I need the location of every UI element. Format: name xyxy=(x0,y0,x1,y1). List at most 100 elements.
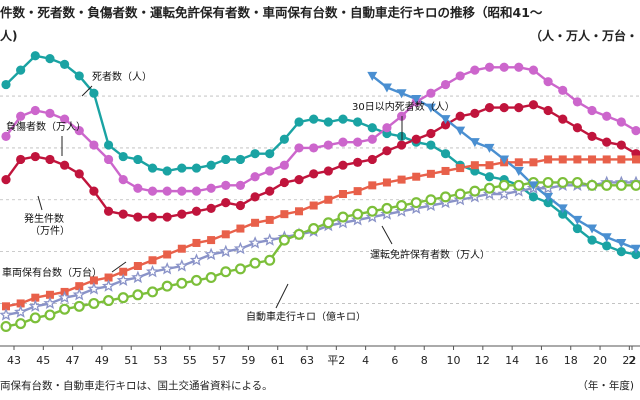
point-2 xyxy=(323,166,333,176)
x-tick-label: 57 xyxy=(212,354,226,367)
x-tick-label: 2 xyxy=(629,354,636,367)
unit-label-left: 人) xyxy=(0,29,18,43)
point-1 xyxy=(206,183,216,193)
point-0 xyxy=(74,71,84,81)
point-1 xyxy=(103,154,114,165)
x-tick-label: 47 xyxy=(66,354,80,367)
gridlines xyxy=(0,95,640,304)
point-4 xyxy=(28,299,42,312)
point-0 xyxy=(265,149,275,159)
point-5 xyxy=(88,297,100,309)
point-3 xyxy=(104,273,113,282)
point-6 xyxy=(367,71,378,81)
point-0 xyxy=(616,247,626,257)
point-5 xyxy=(176,277,188,289)
point-3 xyxy=(368,181,377,190)
x-tick-label: 43 xyxy=(7,354,21,367)
x-tick-label: 8 xyxy=(421,354,428,367)
point-4 xyxy=(248,236,262,249)
point-6 xyxy=(587,224,598,234)
point-1 xyxy=(440,79,451,90)
point-5 xyxy=(0,320,12,332)
point-6 xyxy=(528,181,539,191)
point-0 xyxy=(543,198,553,208)
x-tick-label: 22 xyxy=(622,354,636,367)
point-1 xyxy=(162,186,172,196)
point-3 xyxy=(544,155,553,164)
x-axis: 43 45 47 49 51 53 55 57 59 61 63 平2 4 6 8 10 12 14 16 18 20 2… xyxy=(0,345,640,367)
point-4 xyxy=(0,308,13,321)
point-4 xyxy=(175,259,189,272)
point-4 xyxy=(497,187,511,200)
point-1 xyxy=(191,186,202,196)
point-5 xyxy=(425,194,437,206)
point-1 xyxy=(616,117,626,127)
point-2 xyxy=(470,108,480,118)
point-0 xyxy=(353,117,363,127)
point-5 xyxy=(630,179,640,191)
point-3 xyxy=(207,236,216,245)
point-0 xyxy=(528,192,539,202)
point-3 xyxy=(221,230,230,239)
point-5 xyxy=(469,185,481,197)
point-4 xyxy=(116,273,130,286)
point-2 xyxy=(440,120,451,130)
point-5 xyxy=(381,202,393,214)
point-3 xyxy=(353,187,362,196)
point-6 xyxy=(557,204,568,214)
point-6 xyxy=(572,215,583,225)
point-2 xyxy=(294,175,304,185)
point-1 xyxy=(294,143,304,153)
point-0 xyxy=(338,114,348,124)
x-tick-label: 16 xyxy=(534,354,548,367)
point-5 xyxy=(44,309,56,321)
point-5 xyxy=(586,179,598,191)
point-1 xyxy=(367,134,377,144)
point-1 xyxy=(514,62,524,72)
point-0 xyxy=(103,140,114,150)
point-0 xyxy=(1,79,11,90)
point-1 xyxy=(147,186,158,196)
point-1 xyxy=(1,131,11,141)
point-2 xyxy=(16,154,26,165)
point-5 xyxy=(132,289,144,301)
point-2 xyxy=(426,128,436,139)
annotation-label: 運転免許保有者数（万人） xyxy=(370,248,490,261)
x-tick-label: 45 xyxy=(36,354,50,367)
point-1 xyxy=(279,160,289,170)
point-3 xyxy=(148,256,157,265)
point-3 xyxy=(412,172,421,181)
point-5 xyxy=(103,295,115,307)
point-3 xyxy=(588,155,597,164)
annotation-label: 発生件数（万件） xyxy=(24,212,70,237)
point-6 xyxy=(499,155,510,165)
unit-label-right: （人・万人・万台・ xyxy=(529,29,638,43)
point-4 xyxy=(72,287,86,301)
point-6 xyxy=(425,103,436,113)
point-2 xyxy=(602,137,612,147)
x-tick-label: 51 xyxy=(124,354,138,367)
x-tick-label: 10 xyxy=(447,354,461,367)
point-3 xyxy=(163,250,172,259)
point-3 xyxy=(617,155,626,164)
point-1 xyxy=(118,175,128,185)
point-4 xyxy=(14,305,28,318)
point-0 xyxy=(572,223,582,234)
point-2 xyxy=(455,111,465,121)
point-1 xyxy=(353,137,363,147)
series-markers xyxy=(0,51,640,332)
point-3 xyxy=(632,155,640,164)
point-2 xyxy=(74,169,84,179)
point-1 xyxy=(133,183,143,193)
point-6 xyxy=(411,94,422,104)
point-3 xyxy=(280,210,289,219)
point-2 xyxy=(411,134,421,144)
point-2 xyxy=(30,151,40,162)
point-3 xyxy=(133,262,142,270)
point-0 xyxy=(30,51,40,61)
x-tick-label: 59 xyxy=(241,354,255,367)
point-1 xyxy=(572,97,582,107)
point-2 xyxy=(558,114,568,124)
point-4 xyxy=(87,282,101,295)
annotation-leader xyxy=(381,225,393,245)
